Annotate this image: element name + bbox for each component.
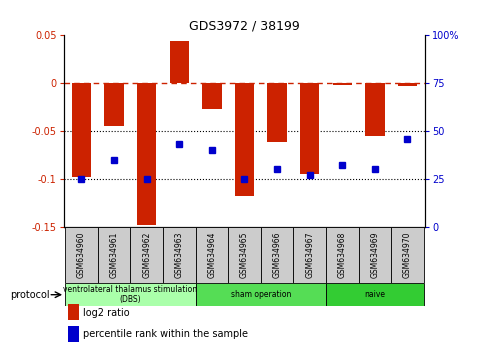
Text: percentile rank within the sample: percentile rank within the sample [83, 329, 247, 339]
Bar [195, 283, 325, 306]
Bar [267, 83, 286, 142]
Bar [202, 83, 221, 109]
Bar [228, 227, 260, 283]
Bar [325, 283, 423, 306]
Text: GSM634968: GSM634968 [337, 232, 346, 278]
Bar [365, 83, 384, 136]
Text: GSM634969: GSM634969 [369, 232, 379, 278]
Text: GSM634966: GSM634966 [272, 232, 281, 278]
Bar [65, 283, 195, 306]
Bar [390, 227, 423, 283]
Bar [195, 227, 228, 283]
Text: GSM634963: GSM634963 [174, 232, 183, 278]
Bar [293, 227, 325, 283]
Bar [137, 83, 156, 225]
Bar [234, 83, 254, 196]
Text: GSM634964: GSM634964 [207, 232, 216, 278]
Bar [169, 41, 189, 83]
Bar [163, 227, 195, 283]
Bar [299, 83, 319, 174]
Bar [65, 227, 98, 283]
Bar [98, 227, 130, 283]
Text: GSM634960: GSM634960 [77, 232, 86, 278]
Text: protocol: protocol [10, 290, 49, 300]
Text: GSM634965: GSM634965 [240, 232, 248, 278]
Text: log2 ratio: log2 ratio [83, 308, 129, 318]
Text: GSM634967: GSM634967 [305, 232, 314, 278]
Text: naive: naive [364, 290, 385, 299]
Bar [397, 83, 416, 86]
Text: GSM634962: GSM634962 [142, 232, 151, 278]
Bar [325, 227, 358, 283]
Text: GSM634970: GSM634970 [402, 232, 411, 278]
Text: sham operation: sham operation [230, 290, 290, 299]
Bar [260, 227, 293, 283]
Title: GDS3972 / 38199: GDS3972 / 38199 [189, 20, 299, 33]
Bar [130, 227, 163, 283]
Bar [72, 83, 91, 177]
Text: ventrolateral thalamus stimulation
(DBS): ventrolateral thalamus stimulation (DBS) [63, 285, 197, 304]
Bar [332, 83, 351, 85]
Text: GSM634961: GSM634961 [109, 232, 119, 278]
Bar [358, 227, 390, 283]
Bar [104, 83, 123, 126]
